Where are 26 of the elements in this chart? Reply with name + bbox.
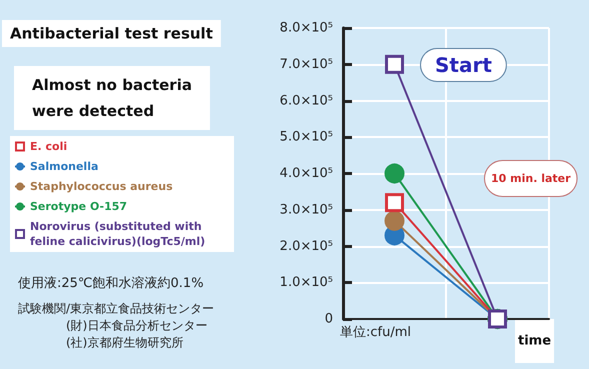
point xyxy=(384,164,404,184)
text: 使用液:25℃飽和水溶液約0.1% xyxy=(18,275,204,291)
annotation: 10 min. later xyxy=(491,172,572,185)
y-tick-label: 6.0×10⁵ xyxy=(280,93,333,108)
y-tick-label: 1.0×10⁵ xyxy=(280,275,333,290)
y-tick-label: 2.0×10⁵ xyxy=(280,238,333,254)
legend-label: Salmonella xyxy=(30,160,98,173)
point xyxy=(384,210,404,231)
text: Almost no bacteria were detected xyxy=(32,76,192,120)
y-tick-label: 7.0×10⁵ xyxy=(280,56,333,72)
y-tick-label: 5.0×10⁵ xyxy=(280,130,333,145)
y-tick-label: 4.0×10⁵ xyxy=(280,166,333,181)
text: 試験機関/東京都立食品技術センター (財)日本食品分析センター (社)京都府生物研究所 xyxy=(18,302,214,350)
legend-label: Serotype O-157 xyxy=(30,200,128,213)
y-tick-label: 0 xyxy=(324,312,333,326)
x-axis-title: time xyxy=(518,334,552,348)
text: 単位:cfu/ml xyxy=(340,325,411,340)
point xyxy=(385,193,404,212)
annotation: Start xyxy=(435,53,492,77)
legend-label: Norovirus (substituted with feline calicivirus)(logTc5/ml) xyxy=(30,220,206,248)
legend-label: E. coli xyxy=(30,140,68,153)
point xyxy=(385,54,404,74)
y-tick-label: 3.0×10⁵ xyxy=(280,202,333,218)
text: Antibacterial test result xyxy=(10,24,213,42)
legend-label: Staphylococcus aureus xyxy=(30,180,174,193)
y-tick-label: 8.0×10⁵ xyxy=(280,20,333,36)
